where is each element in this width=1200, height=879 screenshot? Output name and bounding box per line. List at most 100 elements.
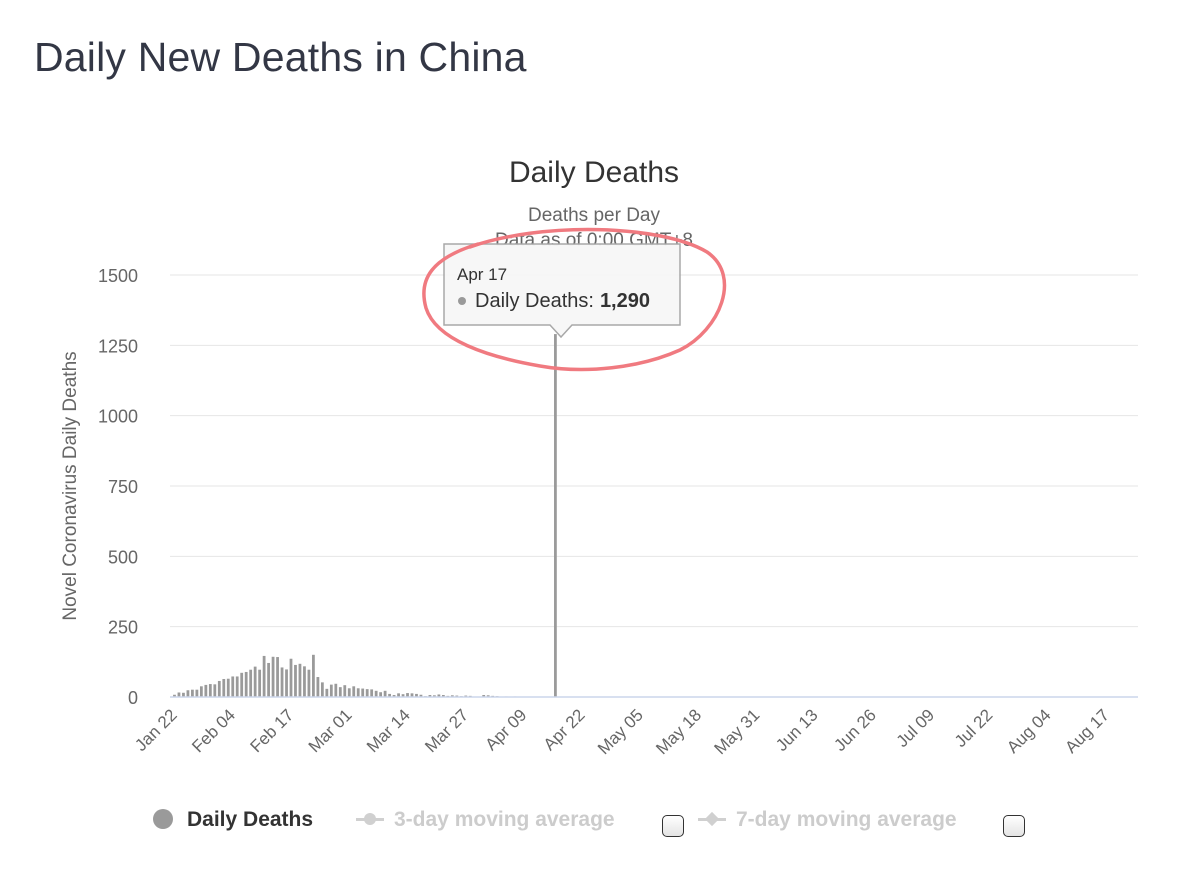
bar[interactable] <box>406 693 409 697</box>
legend-label-7-day-average: 7-day moving average <box>736 808 957 831</box>
tooltip-series-label: Daily Deaths: <box>475 290 594 312</box>
bar[interactable] <box>240 672 244 697</box>
line-diamond-marker-icon <box>698 811 726 827</box>
bar[interactable] <box>294 664 297 697</box>
bar[interactable] <box>437 694 441 697</box>
bar[interactable] <box>276 657 279 697</box>
bar[interactable] <box>285 669 288 697</box>
x-tick-label: Jan 22 <box>131 705 181 755</box>
tooltip-box <box>443 243 681 339</box>
bar[interactable] <box>388 693 391 697</box>
bar[interactable] <box>195 689 199 697</box>
y-axis-labels: 0 250 500 750 1000 1250 1500 <box>98 266 138 708</box>
bar[interactable] <box>370 689 374 697</box>
x-tick-label: May 18 <box>652 705 705 758</box>
bar[interactable] <box>182 692 185 697</box>
bar[interactable] <box>352 686 356 697</box>
bar[interactable] <box>217 680 221 697</box>
bar[interactable] <box>415 693 418 697</box>
legend-item-3-day-average[interactable]: 3-day moving average <box>356 808 615 832</box>
bar[interactable] <box>213 684 217 697</box>
bar[interactable] <box>383 690 387 697</box>
line-circle-marker-icon <box>356 813 384 825</box>
bar[interactable] <box>486 695 490 697</box>
bar[interactable] <box>298 663 302 697</box>
x-tick-label: Aug 04 <box>1003 705 1055 757</box>
bar[interactable] <box>258 669 262 697</box>
bar[interactable] <box>374 690 378 697</box>
x-tick-label: Jul 09 <box>893 705 939 751</box>
bar[interactable] <box>271 656 275 697</box>
bar[interactable] <box>303 666 306 697</box>
bar[interactable] <box>347 688 351 697</box>
y-axis-title: Novel Coronavirus Daily Deaths <box>60 351 81 620</box>
bar[interactable] <box>173 694 176 697</box>
bar[interactable] <box>186 690 190 697</box>
legend-item-daily-deaths[interactable]: Daily Deaths <box>153 808 313 832</box>
legend: Daily Deaths 3-day moving average 7-day … <box>0 800 1200 844</box>
legend-item-7-day-average[interactable]: 7-day moving average <box>698 808 957 832</box>
bar[interactable] <box>235 676 239 697</box>
bar[interactable] <box>280 667 284 697</box>
bar[interactable] <box>249 669 253 697</box>
bar[interactable] <box>482 695 486 697</box>
page-title: Daily New Deaths in China <box>34 34 527 80</box>
x-tick-label: May 05 <box>594 705 647 758</box>
bar[interactable] <box>401 694 405 697</box>
bar[interactable] <box>253 666 257 697</box>
y-tick-label: 250 <box>108 618 138 638</box>
bar[interactable] <box>554 334 557 697</box>
bar[interactable] <box>177 692 181 698</box>
x-tick-label: Jul 22 <box>951 705 997 751</box>
chart-subtitle-line-1: Deaths per Day <box>528 205 661 226</box>
checkbox-7-day-average[interactable] <box>1003 815 1025 837</box>
bar[interactable] <box>356 688 360 697</box>
legend-label-3-day-average: 3-day moving average <box>394 808 615 831</box>
bar[interactable] <box>365 689 369 697</box>
bar[interactable] <box>222 678 226 697</box>
bar[interactable] <box>329 684 333 697</box>
bar[interactable] <box>199 686 203 697</box>
x-tick-label: Jun 26 <box>830 705 880 755</box>
checkbox-3-day-average[interactable] <box>662 815 684 837</box>
bar[interactable] <box>428 695 432 697</box>
bar[interactable] <box>244 671 248 697</box>
x-tick-label: Apr 22 <box>540 705 589 754</box>
bar-series[interactable] <box>173 334 557 697</box>
bar[interactable] <box>262 655 266 697</box>
bar[interactable] <box>307 669 311 697</box>
bar[interactable] <box>208 684 212 697</box>
bar[interactable] <box>419 694 423 697</box>
bar[interactable] <box>441 695 445 697</box>
bar[interactable] <box>450 695 454 697</box>
y-tick-label: 0 <box>128 688 138 708</box>
bar[interactable] <box>334 683 338 697</box>
x-tick-label: Apr 09 <box>482 705 531 754</box>
bar[interactable] <box>361 688 365 697</box>
bar[interactable] <box>397 693 400 697</box>
tooltip-value: 1,290 <box>600 290 650 312</box>
bar[interactable] <box>343 685 347 697</box>
chart-title: Daily Deaths <box>509 156 679 189</box>
bar[interactable] <box>379 692 383 697</box>
bar[interactable] <box>433 695 436 697</box>
tooltip-series-dot <box>458 297 466 305</box>
bar[interactable] <box>191 689 194 697</box>
bar[interactable] <box>312 654 315 697</box>
bar[interactable] <box>338 687 342 697</box>
x-tick-label: May 31 <box>711 705 764 758</box>
bar[interactable] <box>392 695 396 697</box>
bar[interactable] <box>325 688 329 697</box>
x-tick-label: Feb 04 <box>188 705 239 756</box>
bar[interactable] <box>267 662 270 697</box>
bar[interactable] <box>226 678 230 697</box>
bar[interactable] <box>204 684 208 697</box>
bar[interactable] <box>410 693 414 697</box>
bar[interactable] <box>289 658 293 697</box>
bar[interactable] <box>231 676 235 697</box>
x-tick-label: Mar 01 <box>305 705 356 756</box>
y-tick-label: 1250 <box>98 336 138 356</box>
bar[interactable] <box>316 677 320 697</box>
bar[interactable] <box>320 682 324 697</box>
